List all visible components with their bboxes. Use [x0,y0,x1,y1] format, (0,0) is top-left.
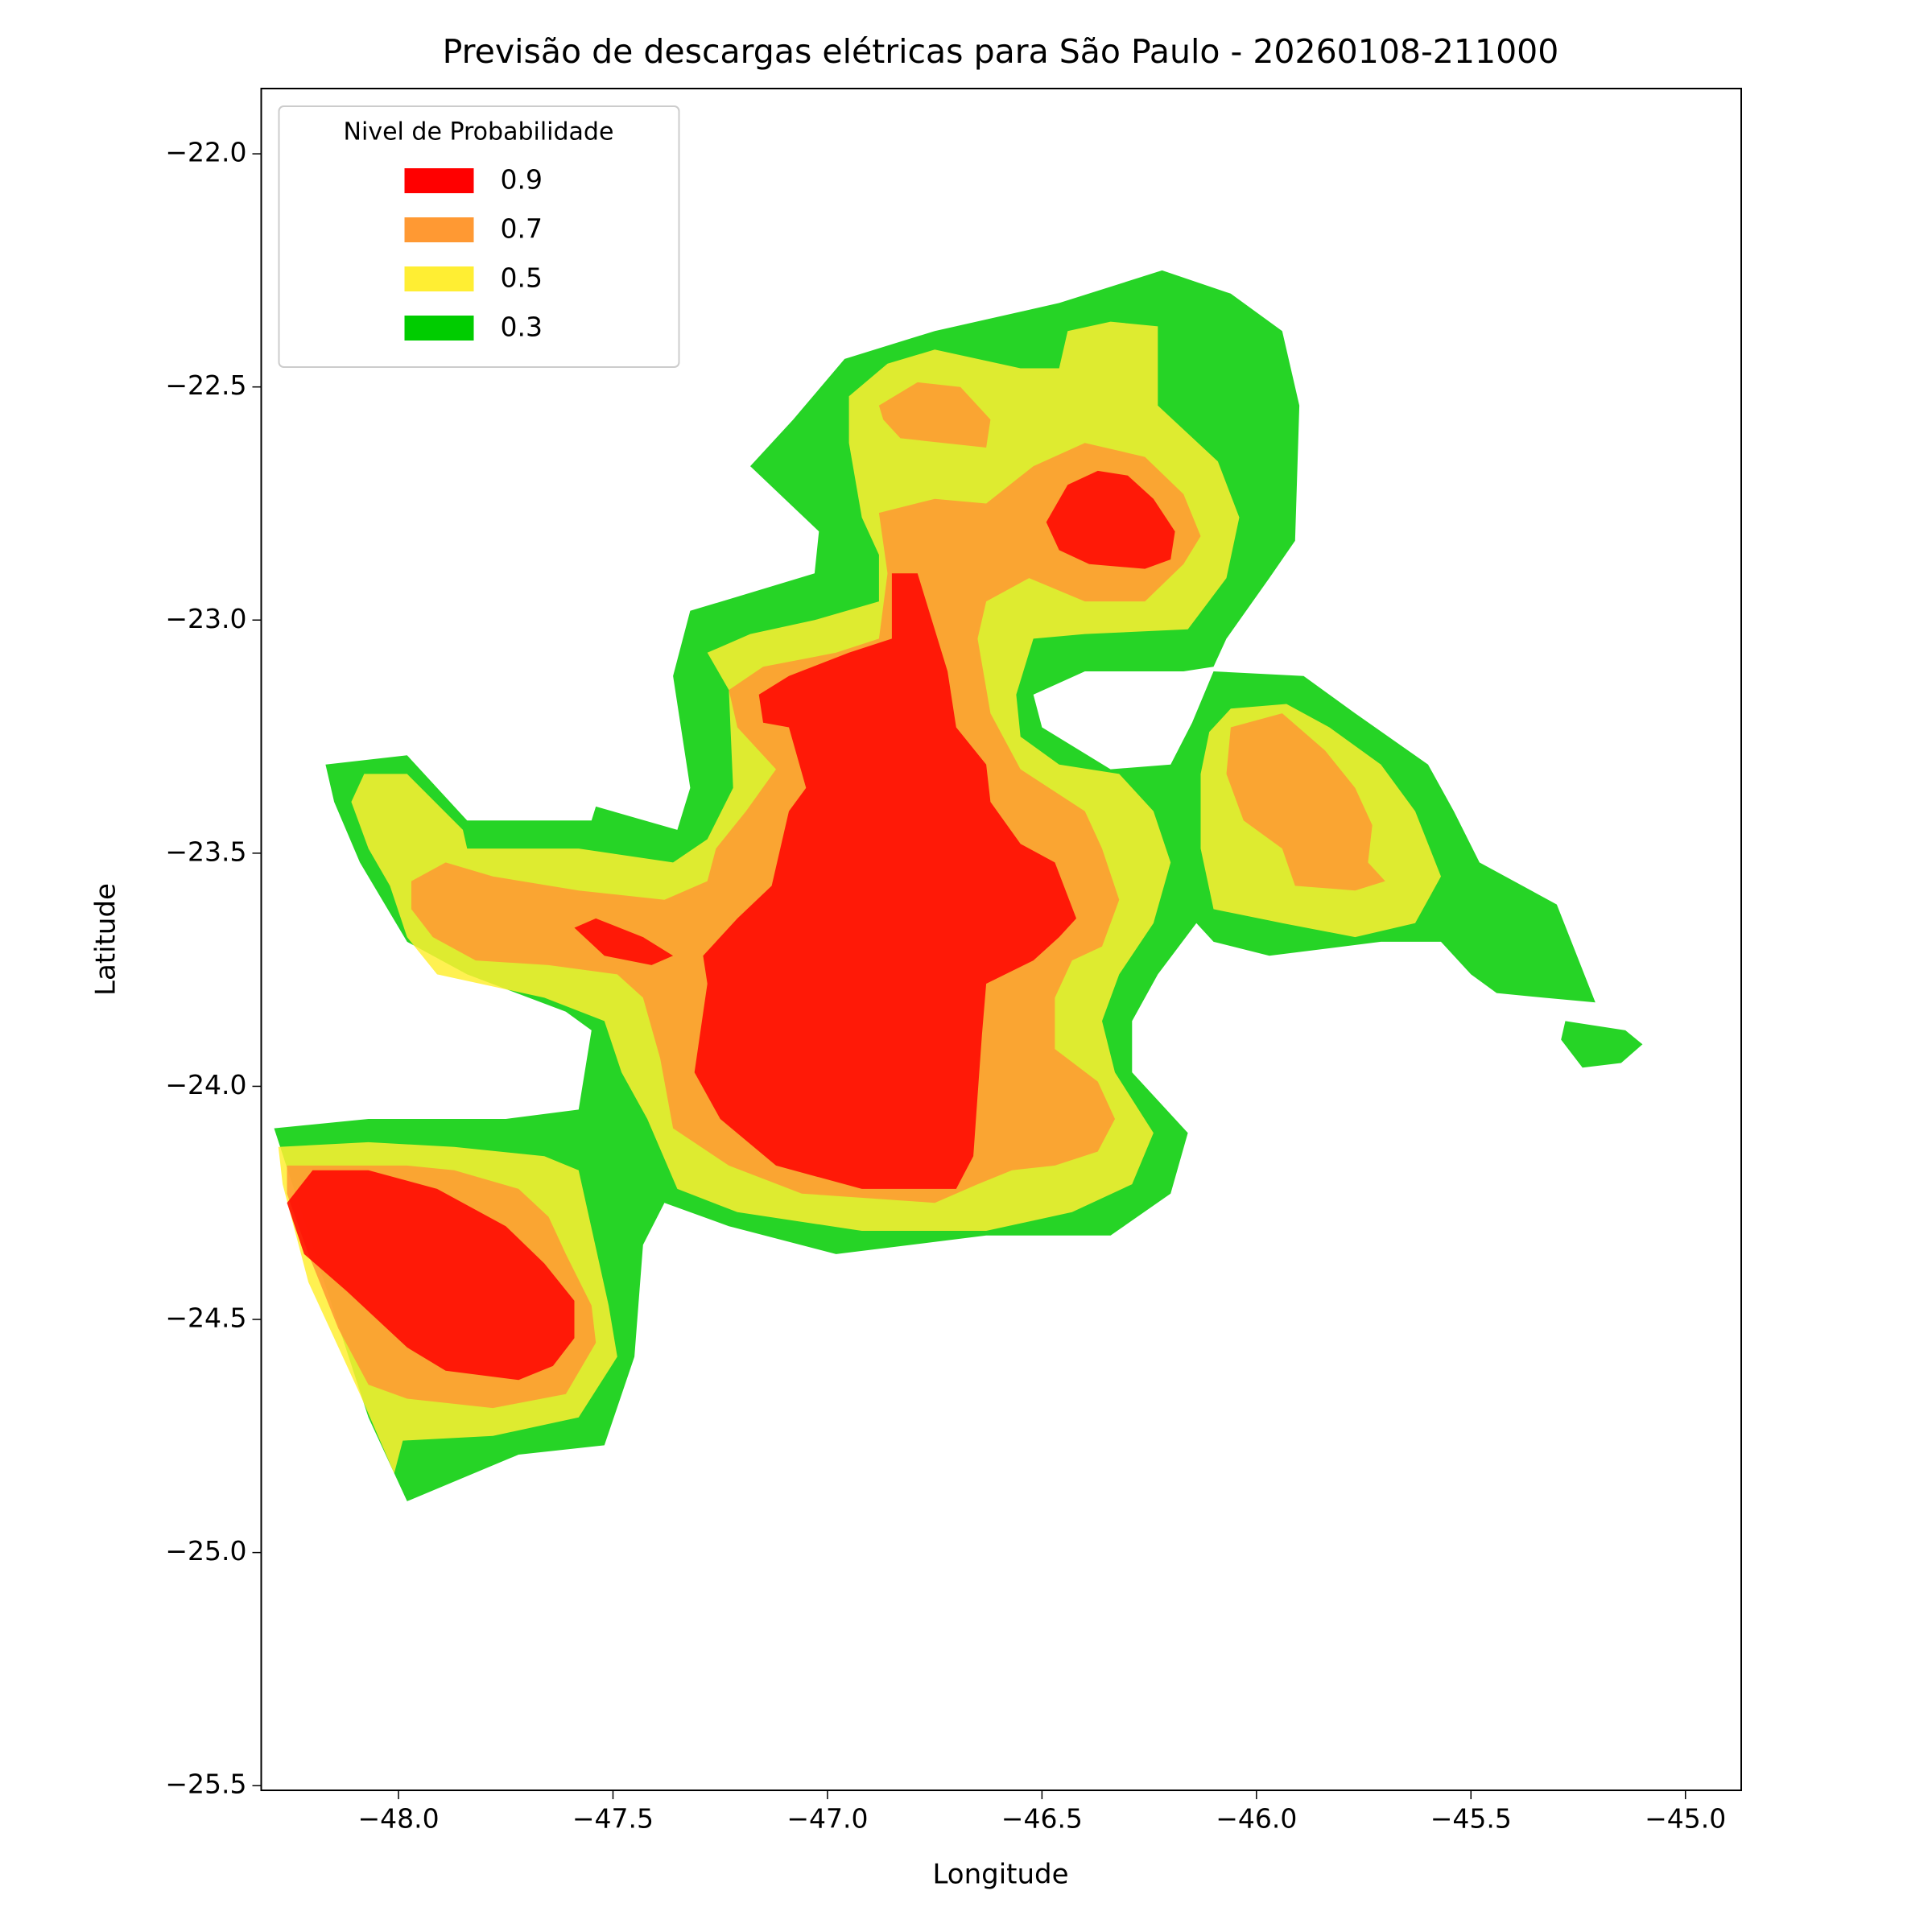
legend-swatch [404,168,474,193]
x-tick-label: −45.5 [1430,1803,1512,1835]
y-tick-label: −25.0 [165,1535,246,1567]
x-tick-label: −47.5 [572,1803,654,1835]
legend-swatch [404,217,474,242]
y-axis-label: Latitude [90,883,122,996]
legend-label: 0.3 [501,312,543,343]
contour-region [574,918,674,965]
legend-box [278,105,680,368]
x-tick-label: −46.5 [1001,1803,1083,1835]
contour-region [1226,713,1385,891]
y-tick-label: −23.0 [165,603,246,634]
contour-region [287,1170,575,1381]
x-tick-label: −46.0 [1216,1803,1297,1835]
x-tick-label: −48.0 [357,1803,439,1835]
legend-title: Nivel de Probabilidade [344,118,614,147]
y-tick-label: −24.0 [165,1069,246,1100]
y-tick-label: −22.0 [165,137,246,168]
x-tick-label: −45.0 [1645,1803,1726,1835]
legend-label: 0.5 [501,262,543,294]
contour-region [1046,470,1175,569]
legend: Nivel de Probabilidade 0.9 0.7 0.5 0.3 [278,105,680,368]
contour-region [1561,1021,1643,1068]
axes-frame [260,88,1742,1791]
axes: −48.0 −47.5 −47.0 −46.5 −46.0 −45.5 −45.0 −22.0… [165,88,1742,1835]
contour-region [878,382,991,448]
contour-region [694,573,1076,1189]
legend-label: 0.9 [501,164,543,196]
y-tick-label: −22.5 [165,369,246,401]
chart-title: Previsão de descargas elétricas para São… [443,32,1559,71]
legend-label: 0.7 [501,213,543,245]
legend-swatch [404,266,474,291]
plot-area [274,270,1643,1501]
x-tick-label: −47.0 [786,1803,868,1835]
y-tick-label: −23.5 [165,836,246,867]
y-tick-label: −24.5 [165,1302,246,1334]
legend-swatch [404,316,474,341]
y-tick-label: −25.5 [165,1769,246,1800]
x-axis-label: Longitude [932,1859,1068,1891]
